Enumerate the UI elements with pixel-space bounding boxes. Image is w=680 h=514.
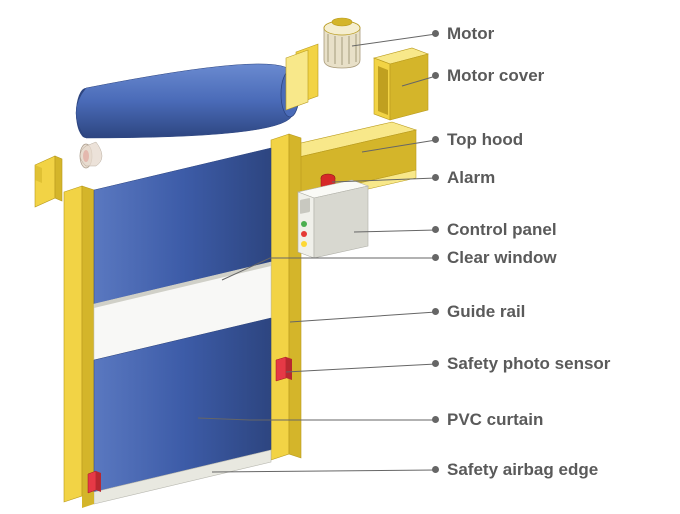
bullet-icon xyxy=(432,72,439,79)
label-text: Safety airbag edge xyxy=(447,460,598,479)
bullet-icon xyxy=(432,466,439,473)
label-text: PVC curtain xyxy=(447,410,543,429)
bullet-icon xyxy=(432,136,439,143)
label-alarm: Alarm xyxy=(432,168,495,188)
label-text: Alarm xyxy=(447,168,495,187)
label-text: Top hood xyxy=(447,130,523,149)
label-top-hood: Top hood xyxy=(432,130,523,150)
label-motor: Motor xyxy=(432,24,494,44)
bullet-icon xyxy=(432,254,439,261)
bullet-icon xyxy=(432,174,439,181)
bullet-icon xyxy=(432,360,439,367)
label-guide-rail: Guide rail xyxy=(432,302,525,322)
label-motor-cover: Motor cover xyxy=(432,66,544,86)
label-text: Motor cover xyxy=(447,66,544,85)
leader-lines xyxy=(0,0,680,514)
label-text: Clear window xyxy=(447,248,557,267)
label-airbag-edge: Safety airbag edge xyxy=(432,460,598,480)
label-text: Safety photo sensor xyxy=(447,354,610,373)
label-control-panel: Control panel xyxy=(432,220,557,240)
label-text: Control panel xyxy=(447,220,557,239)
label-pvc-curtain: PVC curtain xyxy=(432,410,543,430)
label-clear-window: Clear window xyxy=(432,248,557,268)
diagram-canvas: Motor Motor cover Top hood Alarm Control… xyxy=(0,0,680,514)
bullet-icon xyxy=(432,308,439,315)
bullet-icon xyxy=(432,30,439,37)
bullet-icon xyxy=(432,416,439,423)
label-safety-sensor: Safety photo sensor xyxy=(432,354,610,374)
label-text: Motor xyxy=(447,24,494,43)
label-text: Guide rail xyxy=(447,302,525,321)
bullet-icon xyxy=(432,226,439,233)
